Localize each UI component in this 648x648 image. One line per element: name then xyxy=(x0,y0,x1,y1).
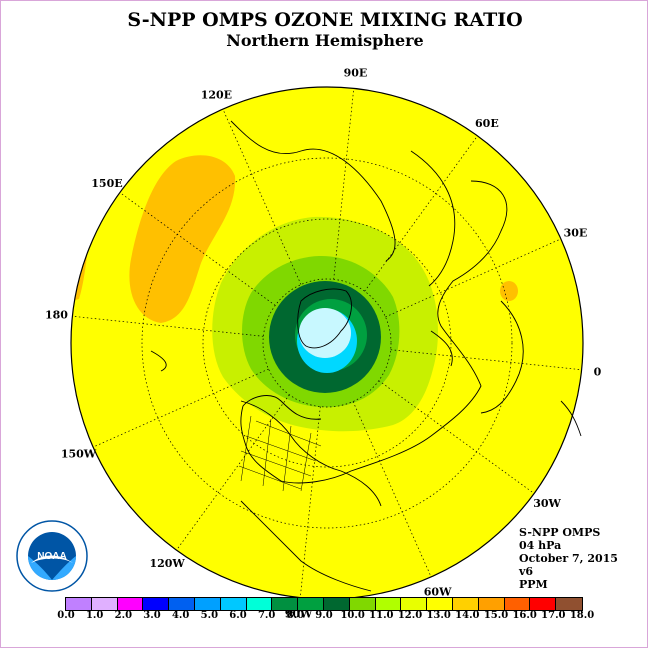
colorbar-swatch xyxy=(556,598,582,610)
longitude-label: 60E xyxy=(475,117,499,130)
info-pressure: 04 hPa xyxy=(519,539,562,552)
colorbar-tick-label: 5.0 xyxy=(200,610,219,621)
colorbar-tick-label: 13.0 xyxy=(426,610,451,621)
high-ozone-region xyxy=(500,281,518,301)
colorbar-swatch xyxy=(220,598,247,610)
colorbar-tick-label: 0.0 xyxy=(57,610,75,621)
colorbar-swatch xyxy=(530,598,557,610)
colorbar-swatch xyxy=(298,598,324,610)
colorbar-swatch xyxy=(246,598,273,610)
logo-text: NOAA xyxy=(37,551,66,562)
colorbar-swatch xyxy=(478,598,505,610)
colorbar-swatch xyxy=(66,598,92,610)
colorbar-tick-label: 9.0 xyxy=(315,610,333,621)
colorbar-swatch xyxy=(427,598,453,610)
map-title: S-NPP OMPS OZONE MIXING RATIO xyxy=(127,9,523,31)
map-subtitle: Northern Hemisphere xyxy=(226,31,424,50)
political-boundaries xyxy=(238,415,322,492)
colorbar-swatch xyxy=(401,598,428,610)
colorbar-tick-label: 18.0 xyxy=(569,610,595,621)
colorbar-tick-label: 10.0 xyxy=(340,610,365,621)
longitude-label: 30E xyxy=(564,226,588,239)
info-date: October 7, 2015 xyxy=(519,552,618,565)
longitude-label: 120E xyxy=(201,89,232,102)
colorbar-swatch xyxy=(117,598,144,610)
colorbar-tick-labels: 0.0 1.0 2.0 3.0 4.0 5.0 6.0 7.0 8.0 9.0 10.0 11.0 12… xyxy=(1,610,647,624)
colorbar-tick-label: 14.0 xyxy=(455,610,480,621)
colorbar-tick-label: 17.0 xyxy=(541,610,566,621)
colorbar-tick-label: 8.0 xyxy=(286,610,305,621)
colorbar-swatch xyxy=(91,598,118,610)
info-block: S-NPP OMPS 04 hPa October 7, 2015 v6 PPM xyxy=(519,526,618,591)
colorbar-swatch xyxy=(143,598,170,610)
longitude-label: 60W xyxy=(424,585,452,598)
longitude-label: 120W xyxy=(149,557,185,570)
colorbar-swatch xyxy=(504,598,531,610)
colorbar-tick-label: 7.0 xyxy=(257,610,276,621)
info-version: v6 xyxy=(519,565,534,578)
info-units: PPM xyxy=(519,578,548,591)
graticule xyxy=(72,88,582,598)
colorbar-tick-label: 1.0 xyxy=(85,610,104,621)
colorbar xyxy=(65,597,583,611)
longitude-label: 90E xyxy=(344,66,368,79)
colorbar-swatch xyxy=(272,598,299,610)
longitude-label: 0 xyxy=(594,365,602,378)
colorbar-tick-label: 12.0 xyxy=(397,610,423,621)
colorbar-swatch xyxy=(323,598,350,610)
longitude-label: 150E xyxy=(91,177,122,190)
colorbar-tick-label: 4.0 xyxy=(171,610,190,621)
colorbar-tick-label: 16.0 xyxy=(512,610,537,621)
colorbar-tick-label: 2.0 xyxy=(114,610,133,621)
contour-6ppm xyxy=(299,308,351,358)
info-instrument: S-NPP OMPS xyxy=(519,526,601,539)
colorbar-swatch xyxy=(375,598,402,610)
ozone-contours xyxy=(71,155,518,432)
colorbar-swatch xyxy=(349,598,376,610)
colorbar-swatch xyxy=(194,598,221,610)
colorbar-tick-label: 6.0 xyxy=(229,610,247,621)
colorbar-tick-label: 3.0 xyxy=(143,610,161,621)
colorbar-swatch xyxy=(452,598,479,610)
colorbar-tick-label: 11.0 xyxy=(369,610,394,621)
longitude-label: 180 xyxy=(45,309,68,322)
noaa-logo-icon: NOAA xyxy=(16,520,88,592)
colorbar-swatch xyxy=(169,598,195,610)
longitude-label: 150W xyxy=(61,448,97,461)
colorbar-tick-label: 15.0 xyxy=(483,610,509,621)
longitude-label: 30W xyxy=(533,497,561,510)
high-ozone-region xyxy=(129,155,236,323)
